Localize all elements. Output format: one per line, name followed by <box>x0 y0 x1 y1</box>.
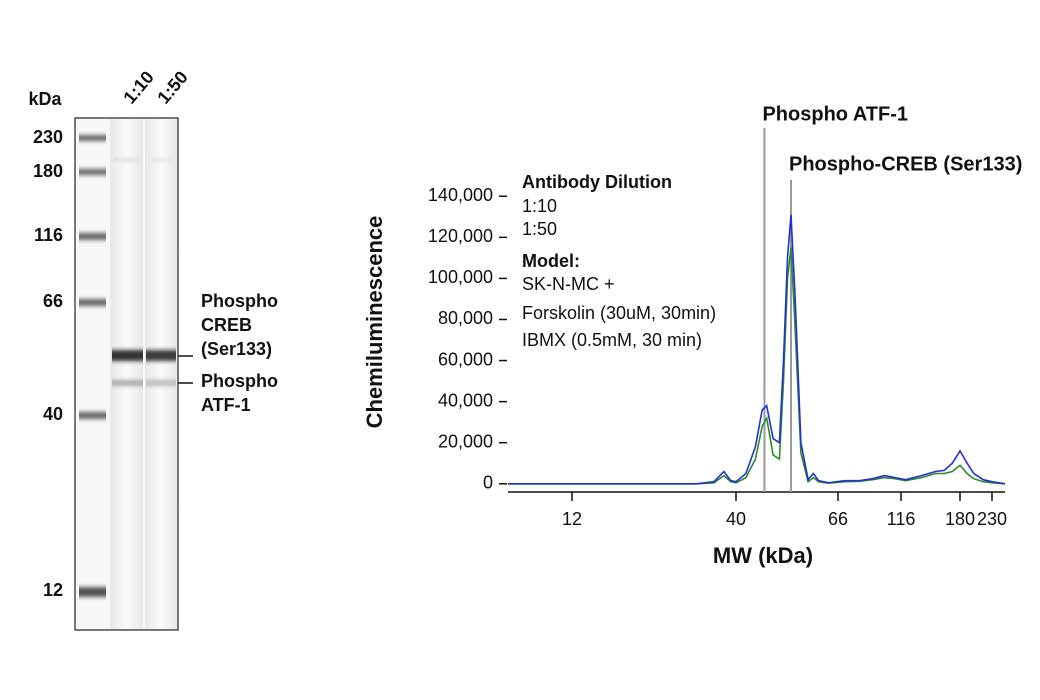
x-tick-label: 66 <box>828 509 848 529</box>
series-line <box>508 247 1006 485</box>
x-tick-label: 12 <box>562 509 582 529</box>
bands <box>112 158 176 386</box>
y-tick-label: 80,000 <box>438 308 493 328</box>
unit-label: kDa <box>28 89 62 109</box>
band-label: Phospho <box>201 371 278 391</box>
lane <box>145 119 177 629</box>
x-axis-title: MW (kDa) <box>713 543 813 568</box>
band-label: Phospho <box>201 291 278 311</box>
model-text: IBMX (0.5mM, 30 min) <box>522 330 702 350</box>
lane-label: 1:50 <box>153 67 191 107</box>
legend-title: Antibody Dilution <box>522 172 672 192</box>
band-label: (Ser133) <box>201 339 272 359</box>
series-line <box>508 214 1006 485</box>
lane <box>110 119 143 629</box>
annotation-label: Phospho-CREB (Ser133) <box>789 153 1022 175</box>
ladder <box>79 135 106 597</box>
marker-label: 40 <box>43 404 63 424</box>
marker-label: 180 <box>33 161 63 181</box>
y-tick-label: 60,000 <box>438 349 493 369</box>
marker-label: 116 <box>34 225 63 245</box>
marker-label: 230 <box>33 127 63 147</box>
x-tick-label: 180 <box>945 509 975 529</box>
chart: Chemiluminescence MW (kDa) Antibody Dilu… <box>362 172 813 568</box>
y-tick-label: 20,000 <box>438 431 493 451</box>
marker-label: 12 <box>43 580 63 600</box>
legend-entry: 1:10 <box>522 196 557 216</box>
model-text: Forskolin (30uM, 30min) <box>522 303 716 323</box>
x-tick-label: 230 <box>977 509 1007 529</box>
band-label: CREB <box>201 315 252 335</box>
band-label: ATF-1 <box>201 395 251 415</box>
model-label: Model: <box>522 251 580 271</box>
y-tick-label: 0 <box>483 473 493 493</box>
marker-label: 66 <box>43 291 63 311</box>
lane-label: 1:10 <box>119 67 157 107</box>
legend-entry: 1:50 <box>522 219 557 239</box>
x-tick-label: 116 <box>887 509 916 529</box>
y-tick-label: 140,000 <box>428 185 493 205</box>
y-tick-label: 120,000 <box>428 226 493 246</box>
blot: kDa 1:10 1:50 230 180 116 66 40 12 Phosp… <box>28 67 278 631</box>
y-axis-title: Chemiluminescence <box>362 216 387 429</box>
x-tick-label: 40 <box>726 509 746 529</box>
annotation-label: Phospho ATF-1 <box>762 103 908 125</box>
y-tick-label: 100,000 <box>428 267 493 287</box>
model-text: SK-N-MC + <box>522 274 615 294</box>
y-tick-label: 40,000 <box>438 390 493 410</box>
